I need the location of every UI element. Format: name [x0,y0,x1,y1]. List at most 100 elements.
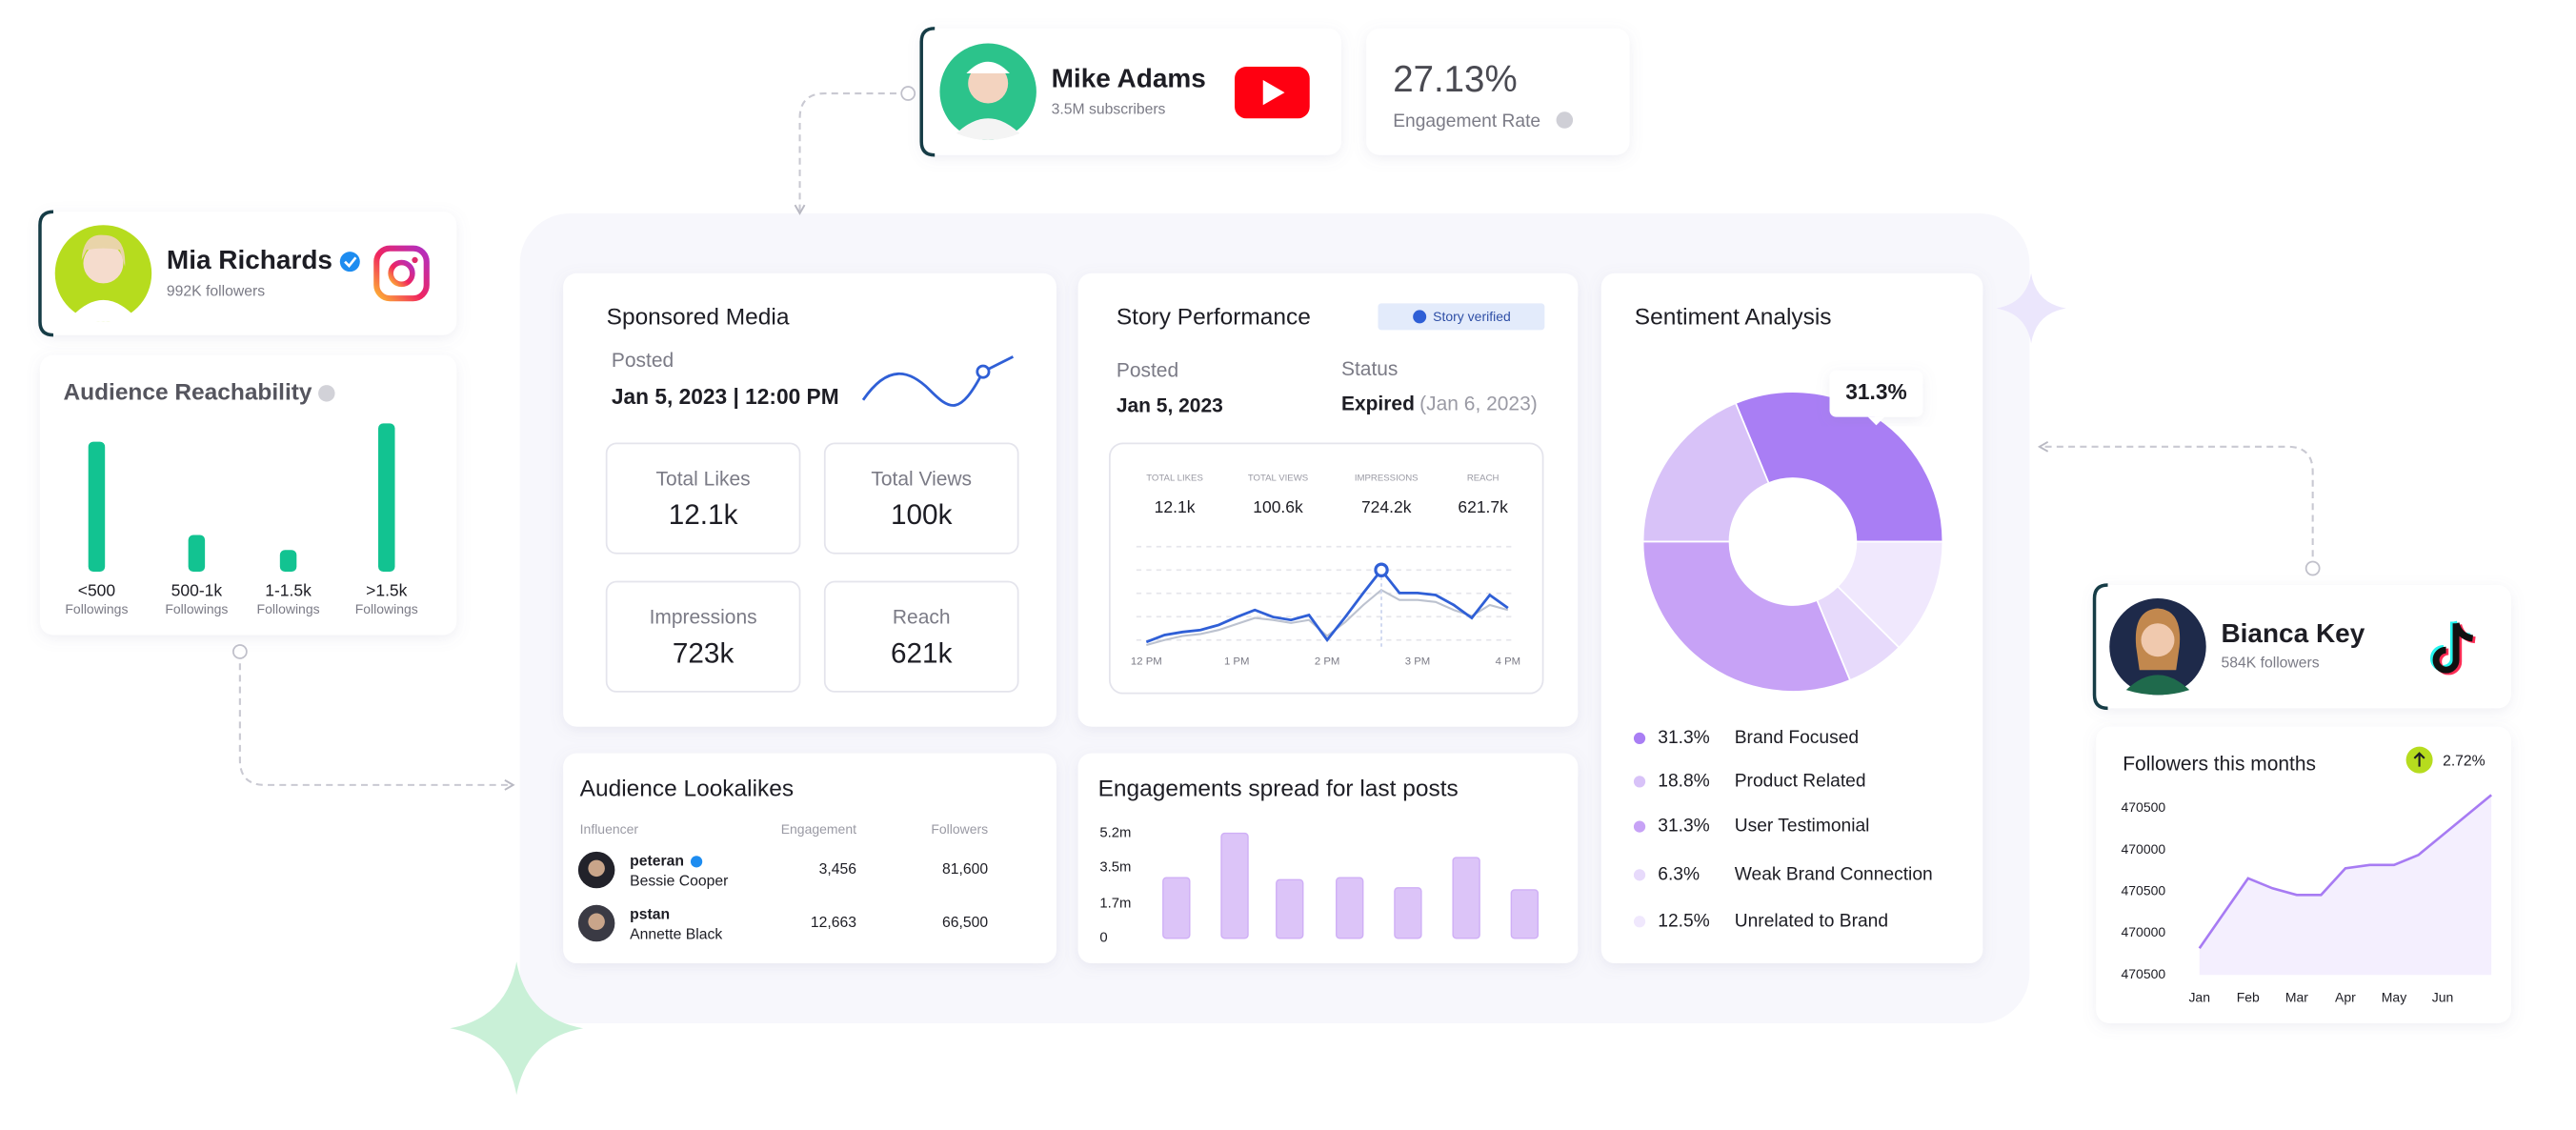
row-followers: 66,500 [942,915,988,931]
bar [1162,877,1191,939]
card-title: Sentiment Analysis [1635,305,1832,331]
avatar-body [71,299,135,322]
x-tick-label: 4 PM [1496,656,1521,667]
status-label: Status [1341,358,1398,380]
stat-value: 723k [673,637,735,669]
legend-value: 12.5% [1658,911,1710,931]
instagram-icon [373,245,430,302]
x-tick-label: 500-1k [171,581,223,600]
engagements-chart: 0 1.7m 3.5m 5.2m [1099,826,1540,946]
column-header: Engagement [781,821,856,837]
card-title: Story Performance [1117,305,1311,331]
x-tick-label: Feb [2237,989,2260,1004]
bar [1220,832,1249,939]
callout: 31.3% [1829,370,1923,426]
callout-label: 31.3% [1845,379,1906,404]
bar [88,441,106,572]
followers-line-chart: 470500 470000 470500 470000 470500 Jan Feb Mar A… [2122,794,2492,1004]
x-tick-caption: Followings [65,601,128,616]
creator-followers: 992K followers [167,283,265,299]
creator-name: Mike Adams [1052,63,1206,92]
posted-label: Posted [1117,360,1178,382]
y-tick-label: 1.7m [1099,897,1131,912]
stat-box [823,580,1019,693]
line-series [2198,794,2492,950]
pie-slice [1836,540,1944,649]
x-tick-caption: Followings [355,601,418,616]
sparkle [1996,272,2066,344]
x-tick-caption: Followings [165,601,228,616]
stat-box [605,442,801,555]
info-icon [1556,111,1574,129]
bar [1336,877,1364,939]
legend-swatch [1633,916,1646,928]
x-tick-label: 3 PM [1405,656,1431,667]
connector [794,91,909,215]
avatar-body [956,118,1020,140]
legend-label: Product Related [1735,771,1866,791]
legend-label: Unrelated to Brand [1735,911,1888,931]
metric-label: TOTAL LIKES [1146,474,1203,484]
stat-label: Total Views [871,468,972,490]
y-tick-label: 470500 [2122,799,2166,815]
lookalikes-table: Influencer Engagement Followers peteran Bess… [577,821,988,942]
row-engagement: 12,663 [811,915,856,931]
x-tick-label: 1-1.5k [265,581,312,600]
sparkle [450,961,584,1096]
connector-dot [900,86,916,101]
creator-name: Bianca Key [2221,618,2365,648]
instagram-dot [412,256,418,264]
legend-swatch [1633,776,1646,788]
y-tick-label: 470000 [2122,841,2166,857]
row-engagement: 3,456 [819,861,857,878]
tiktok-icon [2432,622,2474,674]
line-series [1146,588,1509,646]
youtube-play [1262,80,1285,106]
metric-label: REACH [1467,474,1499,484]
bar [378,423,395,572]
sparkline-point [976,364,991,379]
card-title: Audience Lookalikes [580,777,794,802]
stat-label: Impressions [650,607,757,629]
engagement-label: Engagement Rate [1393,111,1540,131]
row-followers: 81,600 [942,861,988,878]
pie-slice [1641,540,1852,693]
badge-text: Story verified [1433,309,1511,324]
connector-dot [2304,560,2321,576]
posted-label: Posted [612,350,674,372]
avatar-body [2125,675,2190,696]
status-value: Expired [1341,393,1415,415]
x-tick-label: >1.5k [366,581,408,600]
sparkline [861,355,1015,407]
stat-value: 12.1k [669,499,738,531]
posted-value: Jan 5, 2023 [1117,394,1223,416]
stat-value: 100k [891,499,953,531]
legend-value: 18.8% [1658,771,1710,791]
x-tick-label: <500 [78,581,116,600]
column-header: Influencer [580,821,639,837]
bar [188,535,206,572]
card-accent [919,27,936,157]
bar [1452,857,1480,939]
bar [1510,889,1540,939]
followers-card [2096,726,2511,1023]
y-tick-label: 0 [1099,931,1107,946]
legend-value: 31.3% [1658,817,1710,837]
tiktok-card [2094,584,2511,709]
metric-label: TOTAL VIEWS [1248,474,1308,484]
column-header: Followers [931,821,988,837]
pie-slice [1734,391,1944,543]
creator-subscribers: 3.5M subscribers [1052,102,1166,118]
x-tick-label: Jan [2188,989,2210,1004]
card-title: Audience Reachability [63,379,312,405]
instagram-card [39,212,457,335]
stat-box [823,442,1019,555]
metric-value: 12.1k [1155,497,1196,516]
card-title: Engagements spread for last posts [1098,777,1459,802]
creator-name: Mia Richards [167,245,332,274]
verified-check [344,256,357,269]
lookalikes-card [563,753,1057,964]
avatar-face [83,243,124,284]
x-tick-caption: Followings [257,601,320,616]
